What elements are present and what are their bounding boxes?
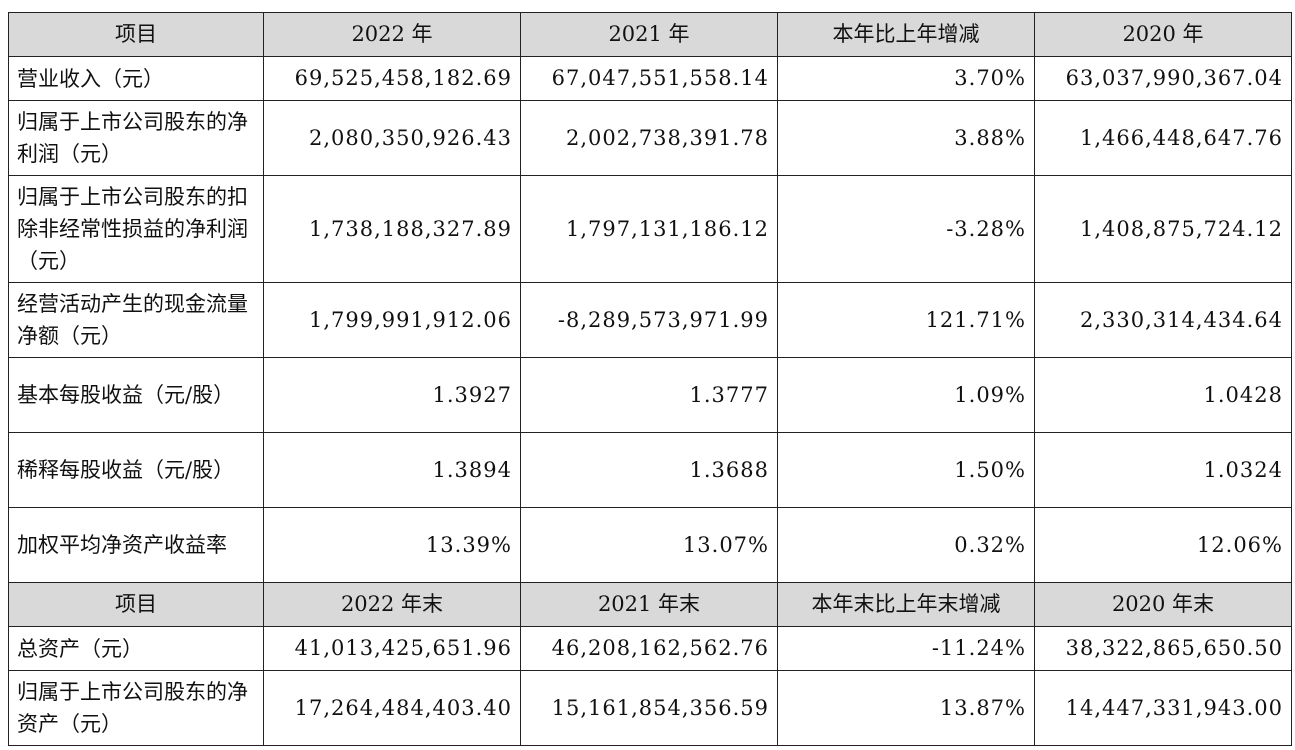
value-2021: 46,208,162,562.76 [520,626,778,671]
value-2020: 1.0428 [1034,357,1292,433]
value-2022: 1,799,991,912.06 [263,282,521,358]
value-2021: 1,797,131,186.12 [520,175,778,283]
row-label: 基本每股收益（元/股） [8,357,264,433]
table-header-row: 项目 2022 年末 2021 年末 本年末比上年末增减 2020 年末 [8,582,1292,627]
value-2022: 13.39% [263,507,521,583]
value-2021: 13.07% [520,507,778,583]
row-label: 加权平均净资产收益率 [8,507,264,583]
value-change: -3.28% [777,175,1035,283]
table-row: 经营活动产生的现金流量净额（元） 1,799,991,912.06 -8,289… [8,282,1292,358]
header-cell-change-end: 本年末比上年末增减 [777,582,1035,627]
row-label: 总资产（元） [8,626,264,671]
value-2021: 67,047,551,558.14 [520,56,778,101]
value-2022: 41,013,425,651.96 [263,626,521,671]
header-cell-change: 本年比上年增减 [777,12,1035,57]
table-row: 归属于上市公司股东的扣除非经常性损益的净利润（元） 1,738,188,327.… [8,175,1292,283]
value-change: 3.88% [777,100,1035,176]
value-2022: 17,264,484,403.40 [263,670,521,746]
row-label: 稀释每股收益（元/股） [8,432,264,508]
table-row: 稀释每股收益（元/股） 1.3894 1.3688 1.50% 1.0324 [8,432,1292,508]
value-2020: 12.06% [1034,507,1292,583]
value-2020: 1,466,448,647.76 [1034,100,1292,176]
row-label: 经营活动产生的现金流量净额（元） [8,282,264,358]
table-row: 归属于上市公司股东的净资产（元） 17,264,484,403.40 15,16… [8,670,1292,746]
value-2021: 15,161,854,356.59 [520,670,778,746]
value-2020: 14,447,331,943.00 [1034,670,1292,746]
financial-summary-table: 项目 2022 年 2021 年 本年比上年增减 2020 年 营业收入（元） … [8,12,1292,746]
row-label: 归属于上市公司股东的净资产（元） [8,670,264,746]
value-2020: 1.0324 [1034,432,1292,508]
table-row: 总资产（元） 41,013,425,651.96 46,208,162,562.… [8,626,1292,671]
value-2022: 2,080,350,926.43 [263,100,521,176]
table-row: 加权平均净资产收益率 13.39% 13.07% 0.32% 12.06% [8,507,1292,583]
value-change: 121.71% [777,282,1035,358]
value-2020: 38,322,865,650.50 [1034,626,1292,671]
value-2022: 1.3894 [263,432,521,508]
value-2022: 1.3927 [263,357,521,433]
header-cell-2021: 2021 年 [520,12,778,57]
header-cell-2021-end: 2021 年末 [520,582,778,627]
value-2020: 1,408,875,724.12 [1034,175,1292,283]
value-2021: -8,289,573,971.99 [520,282,778,358]
table-row: 基本每股收益（元/股） 1.3927 1.3777 1.09% 1.0428 [8,357,1292,433]
value-change: 3.70% [777,56,1035,101]
row-label: 归属于上市公司股东的净利润（元） [8,100,264,176]
value-change: 1.09% [777,357,1035,433]
value-2020: 2,330,314,434.64 [1034,282,1292,358]
value-2021: 1.3688 [520,432,778,508]
table-header-row: 项目 2022 年 2021 年 本年比上年增减 2020 年 [8,12,1292,57]
header-cell-item: 项目 [8,12,264,57]
header-cell-2020: 2020 年 [1034,12,1292,57]
header-cell-2022-end: 2022 年末 [263,582,521,627]
value-2022: 69,525,458,182.69 [263,56,521,101]
value-change: 1.50% [777,432,1035,508]
header-cell-2020-end: 2020 年末 [1034,582,1292,627]
value-change: 0.32% [777,507,1035,583]
value-2020: 63,037,990,367.04 [1034,56,1292,101]
value-2022: 1,738,188,327.89 [263,175,521,283]
value-2021: 2,002,738,391.78 [520,100,778,176]
row-label: 归属于上市公司股东的扣除非经常性损益的净利润（元） [8,175,264,283]
table-row: 归属于上市公司股东的净利润（元） 2,080,350,926.43 2,002,… [8,100,1292,176]
value-change: -11.24% [777,626,1035,671]
value-change: 13.87% [777,670,1035,746]
header-cell-item: 项目 [8,582,264,627]
row-label: 营业收入（元） [8,56,264,101]
value-2021: 1.3777 [520,357,778,433]
header-cell-2022: 2022 年 [263,12,521,57]
table-row: 营业收入（元） 69,525,458,182.69 67,047,551,558… [8,56,1292,101]
